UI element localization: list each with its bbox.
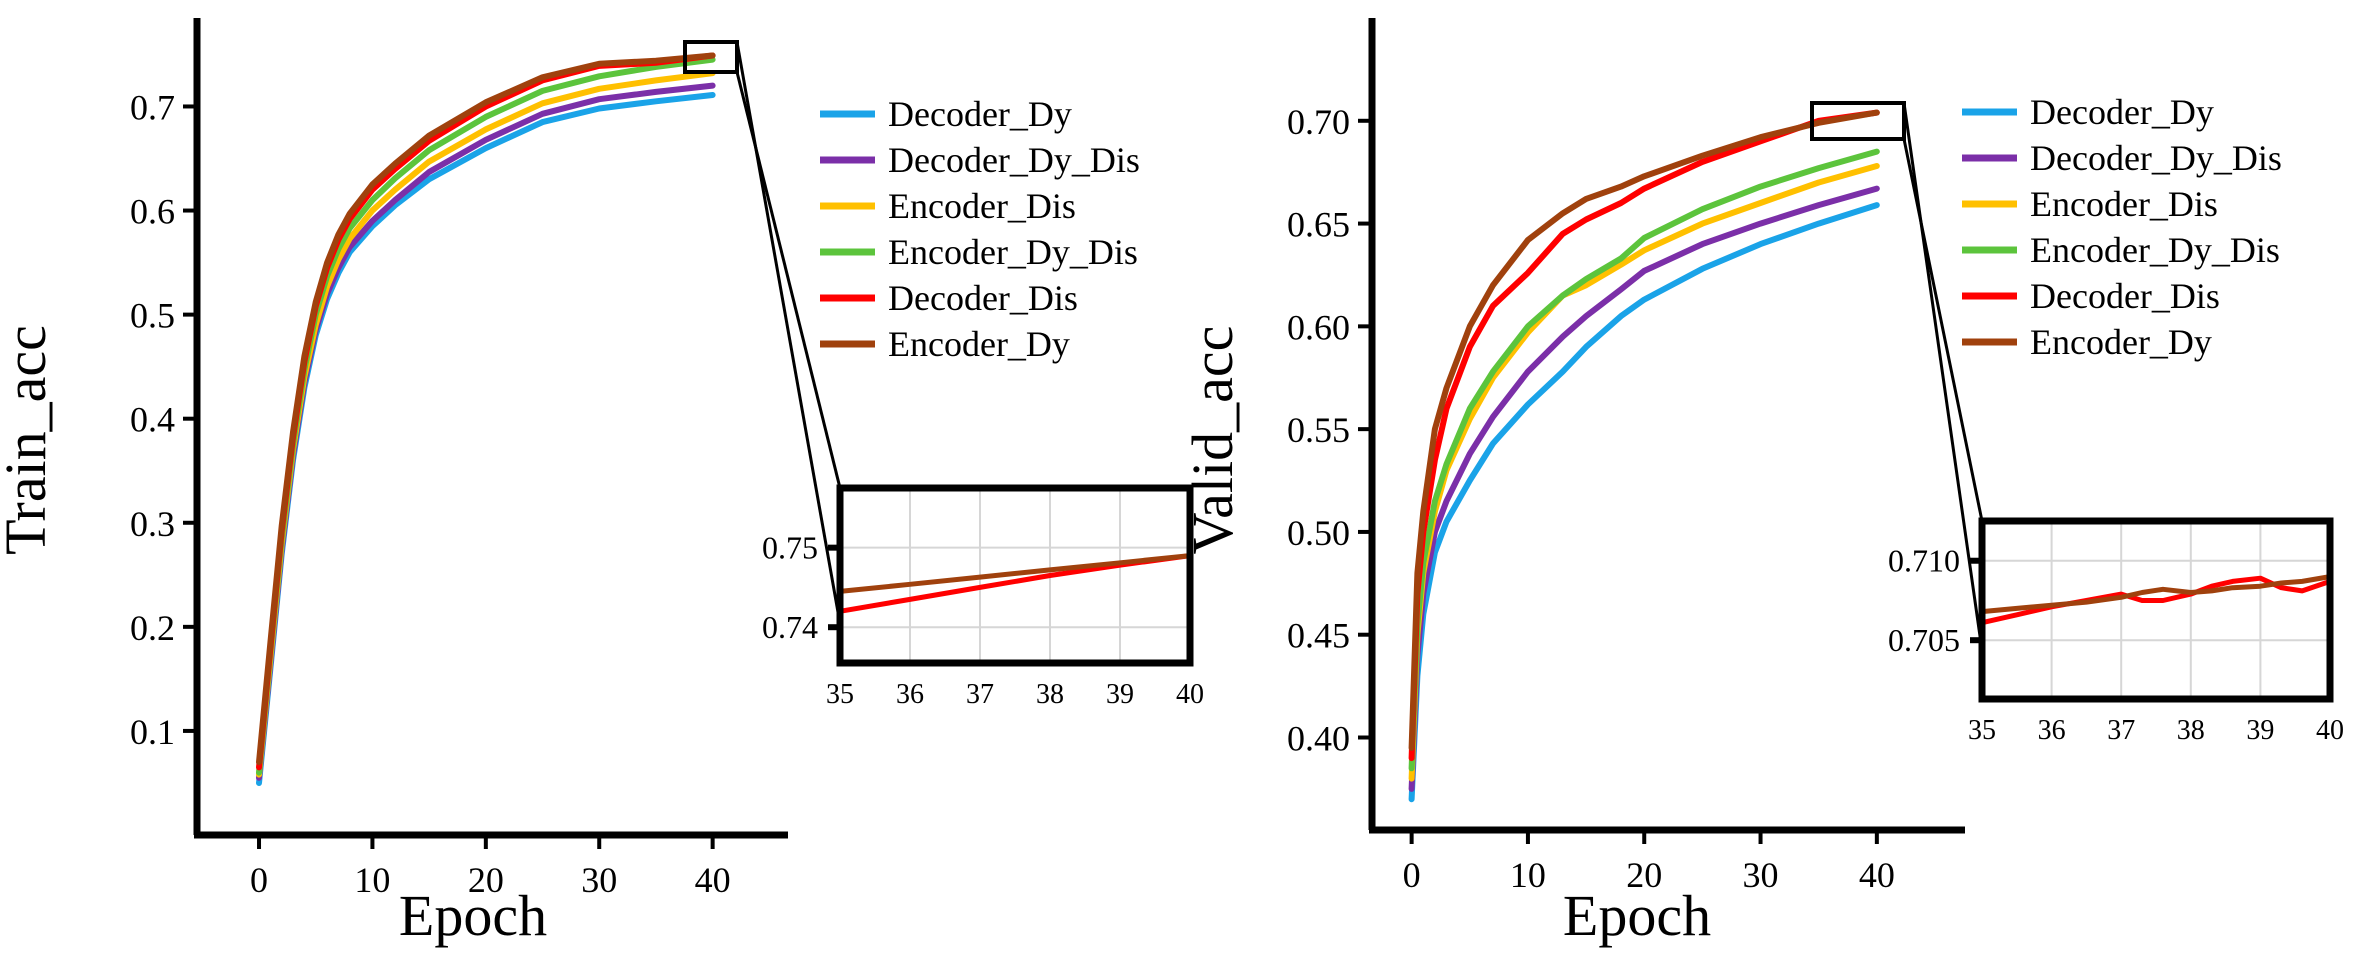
chart-panel-2: 0.40 0.45 0.50 0.55 0.60 0.65 0.70 0 10 20 30 40 Epo… [1180, 18, 2344, 948]
legend-label: Decoder_Dy_Dis [2030, 138, 2282, 178]
x-tick-label: 0 [250, 860, 268, 900]
x-tick-label: 20 [1626, 855, 1662, 895]
inset-series-line-encoder-dy [1981, 574, 2331, 615]
legend-label: Encoder_Dis [2030, 184, 2218, 224]
series-line-encoder-dy-dis [1408, 148, 1880, 772]
x-tick-label: 40 [1859, 855, 1895, 895]
y-tick-label: 0.2 [130, 608, 175, 648]
inset-series-line-encoder-dy [839, 553, 1191, 594]
y-tick-label: 0.65 [1287, 205, 1350, 245]
inset-x-tick-label: 37 [966, 679, 994, 710]
series-line-decoder-dis [256, 52, 716, 771]
x-axis-label: Epoch [399, 883, 547, 948]
y-tick-label: 0.4 [130, 400, 175, 440]
inset-x-tick-label: 39 [1106, 679, 1134, 710]
y-tick-label: 0.5 [130, 296, 175, 336]
inset-x-tick-label: 38 [2177, 715, 2205, 746]
legend-label: Decoder_Dy [888, 94, 1072, 134]
zoom-inset: 35 36 37 38 39 40 0.74 0.75 [762, 484, 1204, 710]
legend-label: Decoder_Dy [2030, 92, 2214, 132]
inset-x-tick-label: 39 [2246, 715, 2274, 746]
zoom-connector [735, 71, 842, 489]
y-tick-label: 0.7 [130, 87, 175, 127]
zoom-inset: 35 36 37 38 39 40 0.705 0.710 [1888, 517, 2344, 746]
inset-x-tick-label: 37 [2107, 715, 2135, 746]
series-line-encoder-dis [256, 70, 716, 778]
y-tick-label: 0.70 [1287, 102, 1350, 142]
inset-x-tick-label: 35 [1968, 715, 1996, 746]
x-tick-label: 10 [1510, 855, 1546, 895]
y-tick-label: 0.40 [1287, 718, 1350, 758]
inset-x-tick-label: 38 [1036, 679, 1064, 710]
legend-label: Encoder_Dy_Dis [888, 232, 1138, 272]
inset-y-tick-label: 0.705 [1888, 622, 1960, 658]
inset-y-tick-label: 0.710 [1888, 543, 1960, 579]
zoom-connector [1902, 102, 1991, 700]
y-tick-label: 0.1 [130, 712, 175, 752]
inset-x-tick-label: 40 [2316, 715, 2344, 746]
y-axis-label: Train_acc [0, 325, 58, 555]
y-tick-label: 0.55 [1287, 410, 1350, 450]
series-line-decoder-dy-dis [256, 82, 716, 781]
inset-x-tick-label: 36 [2038, 715, 2066, 746]
y-tick-label: 0.45 [1287, 616, 1350, 656]
legend-label: Encoder_Dy [888, 324, 1070, 364]
x-tick-label: 40 [695, 860, 731, 900]
inset-frame [836, 484, 1194, 667]
legend-label: Decoder_Dis [888, 278, 1078, 318]
series-line-encoder-dy-dis [256, 56, 716, 776]
zoom-connector [1902, 138, 1984, 522]
legend-label: Encoder_Dis [888, 186, 1076, 226]
inset-x-tick-label: 40 [1176, 679, 1204, 710]
y-tick-label: 0.6 [130, 192, 175, 232]
x-tick-label: 30 [1743, 855, 1779, 895]
y-tick-label: 0.50 [1287, 513, 1350, 553]
inset-frame [1978, 517, 2334, 703]
legend-label: Encoder_Dy_Dis [2030, 230, 2280, 270]
inset-x-tick-label: 35 [826, 679, 854, 710]
zoom-region-box [683, 40, 739, 74]
series-line-decoder-dis [1408, 109, 1880, 762]
series-line-decoder-dy [1408, 202, 1880, 803]
inset-y-tick-label: 0.74 [762, 609, 818, 645]
series-line-encoder-dy [256, 52, 716, 766]
x-tick-label: 0 [1403, 855, 1421, 895]
zoom-region-box [1810, 101, 1906, 141]
chart-panel-1: 0.1 0.2 0.3 0.4 0.5 0.6 0.7 0 10 20 30 40 Epoch Train… [0, 18, 1204, 948]
inset-x-tick-label: 36 [896, 679, 924, 710]
x-tick-label: 10 [354, 860, 390, 900]
series-line-encoder-dis [1408, 163, 1880, 782]
series-line-encoder-dy [1408, 109, 1880, 751]
x-tick-label: 30 [581, 860, 617, 900]
x-axis-label: Epoch [1563, 883, 1711, 948]
series-line-decoder-dy [256, 92, 716, 786]
legend-label: Decoder_Dis [2030, 276, 2220, 316]
y-axis-label: Valid_acc [1180, 326, 1245, 555]
inset-y-tick-label: 0.75 [762, 530, 818, 566]
y-tick-label: 0.3 [130, 504, 175, 544]
legend-label: Encoder_Dy [2030, 322, 2212, 362]
x-tick-label: 20 [468, 860, 504, 900]
y-tick-label: 0.60 [1287, 307, 1350, 347]
legend-label: Decoder_Dy_Dis [888, 140, 1140, 180]
series-line-decoder-dy-dis [1408, 185, 1880, 792]
